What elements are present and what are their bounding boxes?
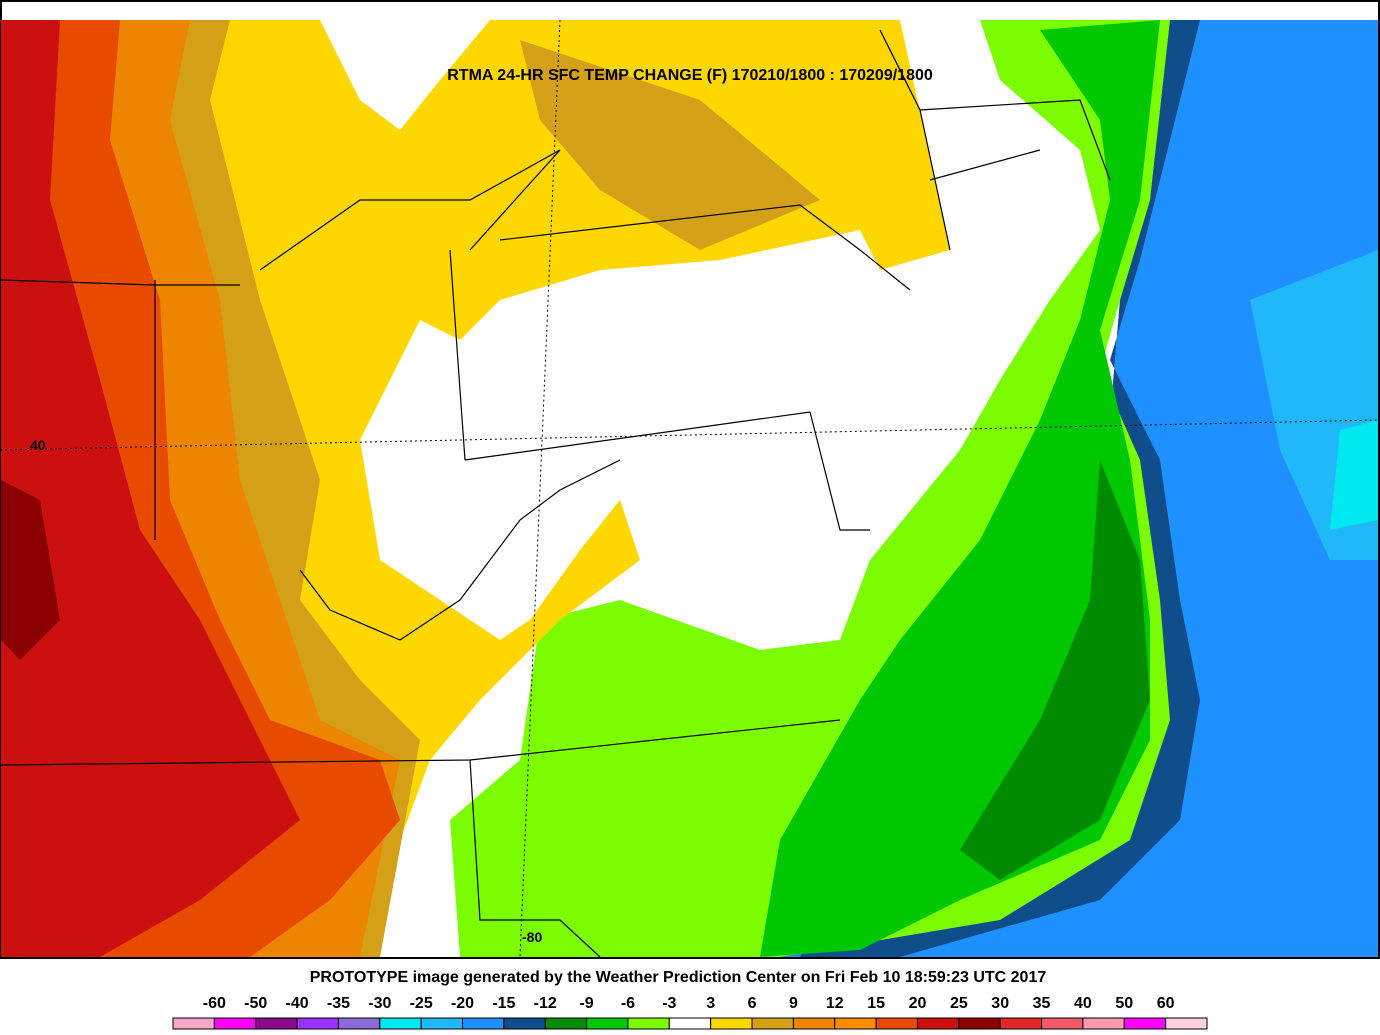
legend-label: 35 [1033, 995, 1051, 1012]
legend-label: -50 [244, 995, 267, 1012]
legend-swatch [710, 1017, 753, 1030]
legend-swatch [1082, 1017, 1125, 1030]
legend-swatch [379, 1017, 422, 1030]
legend-swatch [1123, 1017, 1167, 1030]
legend-label: 20 [909, 995, 927, 1012]
legend-swatch [999, 1017, 1043, 1030]
legend-swatch [751, 1017, 794, 1030]
legend-swatch [544, 1017, 588, 1030]
legend-label: -35 [327, 995, 350, 1012]
legend-label: -25 [410, 995, 433, 1012]
legend-swatch [834, 1017, 877, 1030]
footer: PROTOTYPE image generated by the Weather… [310, 969, 1047, 986]
boundaries [0, 29, 1111, 958]
color-legend: -60 -50 -40 -35 -30 -25 -20 -15 -12 -9 -6 -3 3 6 9 12 15… [172, 995, 1208, 1030]
legend-swatch [916, 1017, 960, 1030]
legend-label: -20 [451, 995, 474, 1012]
legend-label: -15 [492, 995, 515, 1012]
legend-swatch [958, 1017, 1001, 1030]
latitude-label: 40 [30, 437, 46, 453]
longitude-label: -80 [522, 929, 542, 945]
legend-swatch [213, 1017, 257, 1030]
legend-label: 9 [789, 995, 798, 1012]
legend-label: -9 [579, 995, 593, 1012]
legend-label: 12 [826, 995, 844, 1012]
legend-label: -60 [203, 995, 226, 1012]
legend-label: 30 [991, 995, 1009, 1012]
legend-swatch [255, 1017, 298, 1030]
longitude-line [519, 19, 561, 958]
legend-swatch [1165, 1017, 1208, 1030]
legend-label: 60 [1157, 995, 1175, 1012]
legend-label: 50 [1115, 995, 1133, 1012]
legend-swatch [172, 1017, 215, 1030]
legend-swatch [875, 1017, 918, 1030]
legend-swatch [420, 1017, 464, 1030]
legend-label: -12 [534, 995, 557, 1012]
legend-swatch [296, 1017, 339, 1030]
legend-label: 15 [867, 995, 885, 1012]
legend-label: 25 [950, 995, 968, 1012]
legend-swatch [627, 1017, 670, 1030]
legend-swatch [462, 1017, 505, 1030]
legend-label: -40 [286, 995, 309, 1012]
ocean-cooling [1330, 420, 1378, 530]
cooling-area [960, 460, 1150, 880]
legend-label: -6 [621, 995, 635, 1012]
legend-swatch [1041, 1017, 1084, 1030]
legend-swatch [586, 1017, 629, 1030]
legend-label: -30 [368, 995, 391, 1012]
warming-area [1, 20, 300, 957]
legend-swatch [792, 1017, 836, 1030]
legend-label: -3 [662, 995, 676, 1012]
map-title: RTMA 24-HR SFC TEMP CHANGE (F) 170210/18… [447, 67, 933, 84]
legend-label: 6 [748, 995, 757, 1012]
ocean-cooling [740, 20, 1378, 957]
legend-swatch [668, 1017, 712, 1030]
warming-area [520, 40, 820, 250]
legend-swatch [337, 1017, 381, 1030]
legend-swatch [503, 1017, 546, 1030]
legend-label: 40 [1074, 995, 1092, 1012]
map: RTMA 24-HR SFC TEMP CHANGE (F) 170210/18… [0, 0, 1380, 959]
legend-label: 3 [706, 995, 715, 1012]
warming-area [1, 480, 60, 660]
